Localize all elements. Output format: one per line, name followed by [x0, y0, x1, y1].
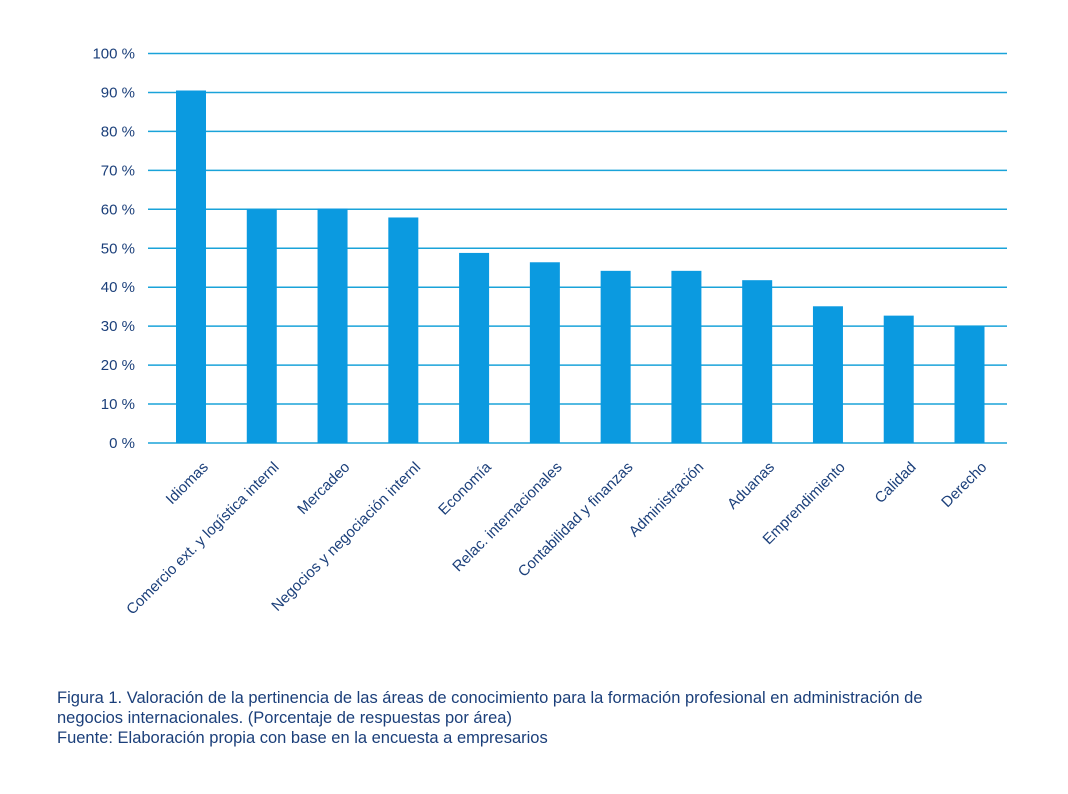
- bar: [246, 209, 277, 443]
- y-tick-label: 20 %: [101, 357, 135, 374]
- x-tick-label: Comercio ext. y logística internl: [123, 459, 282, 618]
- x-tick-label: Derecho: [938, 459, 990, 511]
- y-tick-label: 0 %: [109, 435, 135, 452]
- y-tick-label: 90 %: [101, 84, 135, 101]
- y-tick-label: 40 %: [101, 279, 135, 296]
- y-tick-label: 30 %: [101, 318, 135, 335]
- y-tick-label: 100 %: [92, 46, 135, 63]
- caption-line-3: Fuente: Elaboración propia con base en l…: [57, 729, 548, 747]
- bar: [529, 262, 560, 443]
- bar: [812, 306, 843, 443]
- x-tick-label: Calidad: [872, 459, 920, 507]
- caption-line-2: negocios internacionales. (Porcentaje de…: [57, 709, 512, 727]
- bar: [883, 315, 914, 443]
- bar: [459, 252, 490, 443]
- y-tick-label: 60 %: [101, 201, 135, 218]
- bar-chart: 0 % 10 % 20 % 30 % 40 % 50 % 60 % 70 % 80 % 90 % 1…: [92, 46, 1007, 618]
- bar: [317, 208, 348, 443]
- y-tick-label: 80 %: [101, 123, 135, 140]
- y-tick-label: 50 %: [101, 240, 135, 257]
- x-tick-label: Mercadeo: [294, 459, 353, 518]
- bar: [671, 270, 702, 443]
- bar: [176, 90, 206, 443]
- bar-layer: [176, 90, 985, 443]
- grid-layer: [148, 52, 1007, 444]
- x-tick-label: Contabilidad y finanzas: [515, 459, 637, 581]
- figure-caption: Figura 1. Valoración de la pertinencia d…: [57, 688, 1017, 748]
- caption-line-1: Figura 1. Valoración de la pertinencia d…: [57, 689, 923, 707]
- x-tick-label: Economía: [435, 458, 495, 518]
- bar: [742, 280, 773, 443]
- x-tick-label: Administración: [626, 459, 708, 541]
- x-tick-label: Aduanas: [724, 459, 778, 513]
- y-tick-label: 10 %: [101, 396, 135, 413]
- bar: [600, 270, 631, 443]
- x-tick-label: Idiomas: [163, 459, 212, 508]
- y-tick-label: 70 %: [101, 162, 135, 179]
- bar: [388, 217, 419, 443]
- bar: [954, 326, 985, 443]
- y-axis-ticks: 0 % 10 % 20 % 30 % 40 % 50 % 60 % 70 % 80 % 90 % 1…: [92, 46, 135, 453]
- x-tick-label: Negocios y negociación internl: [268, 459, 424, 615]
